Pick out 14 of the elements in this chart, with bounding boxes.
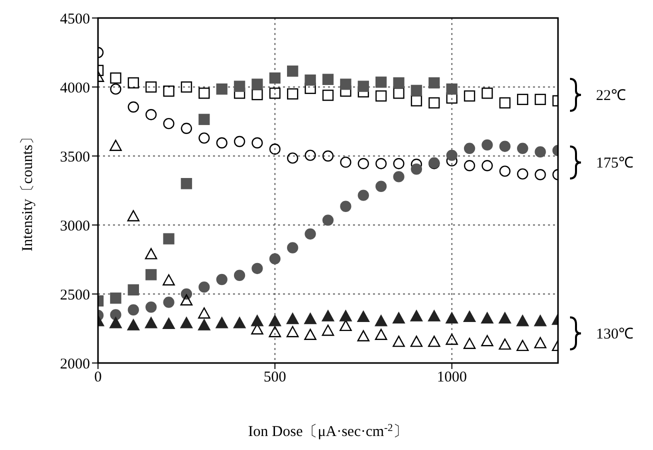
y-tick-label: 2000: [60, 356, 90, 372]
y-tick-label: 3500: [60, 149, 90, 166]
x-tick-label: 1000: [436, 370, 467, 386]
text: 175℃: [596, 156, 634, 172]
y-tick-label: 3000: [60, 218, 90, 234]
x-tick-label: 0: [94, 370, 102, 386]
y-tick-label: 4000: [60, 80, 90, 96]
y-tick-label: 4500: [60, 11, 90, 28]
x-axis-title: Ion Dose〔μA·sec·cm$^{-2}$〕: [248, 422, 408, 440]
text: 130℃: [596, 326, 634, 342]
text: 22℃: [596, 88, 626, 104]
y-axis-title: Intensity〔counts〕: [19, 130, 36, 252]
y-tick-label: 2500: [60, 287, 90, 304]
x-tick-label: 500: [264, 370, 286, 386]
